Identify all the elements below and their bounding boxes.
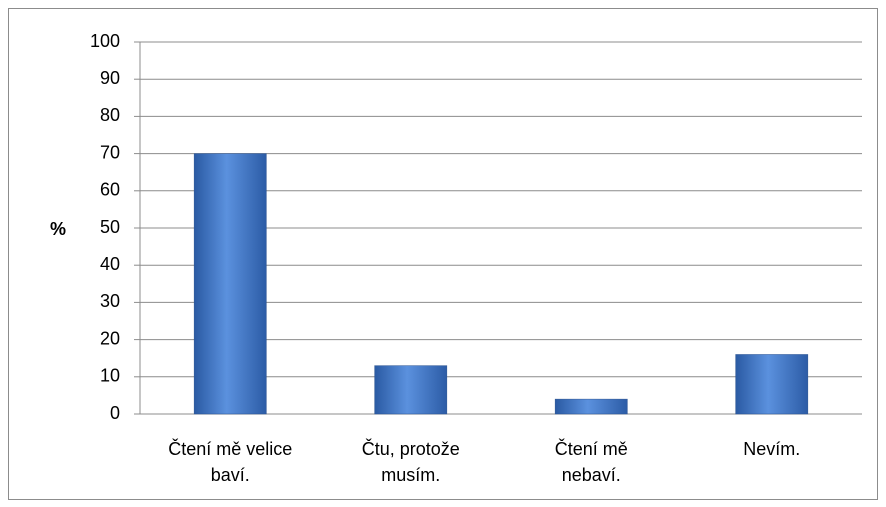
y-axis-label: %: [50, 219, 66, 239]
y-tick-label: 70: [100, 142, 120, 162]
y-tick-label: 40: [100, 254, 120, 274]
y-tick-label: 90: [100, 68, 120, 88]
bar: [374, 365, 448, 415]
y-tick-label: 0: [110, 403, 120, 423]
y-tick-label: 30: [100, 291, 120, 311]
x-tick-label: Nevím.: [743, 439, 801, 459]
x-tick-label: Čtení mě nebaví.: [554, 439, 628, 485]
chart-border: [8, 8, 878, 500]
x-tick-label: Čtení mě velice baví.: [168, 439, 293, 485]
bar: [554, 398, 628, 415]
y-tick-label: 20: [100, 328, 120, 348]
y-tick-label: 50: [100, 217, 120, 237]
bar: [735, 354, 809, 415]
y-tick-label: 10: [100, 366, 120, 386]
bar: [193, 153, 267, 415]
y-tick-label: 100: [90, 31, 120, 51]
y-tick-label: 80: [100, 105, 120, 125]
x-tick-label: Čtu, protože musím.: [361, 439, 460, 485]
y-tick-label: 60: [100, 180, 120, 200]
